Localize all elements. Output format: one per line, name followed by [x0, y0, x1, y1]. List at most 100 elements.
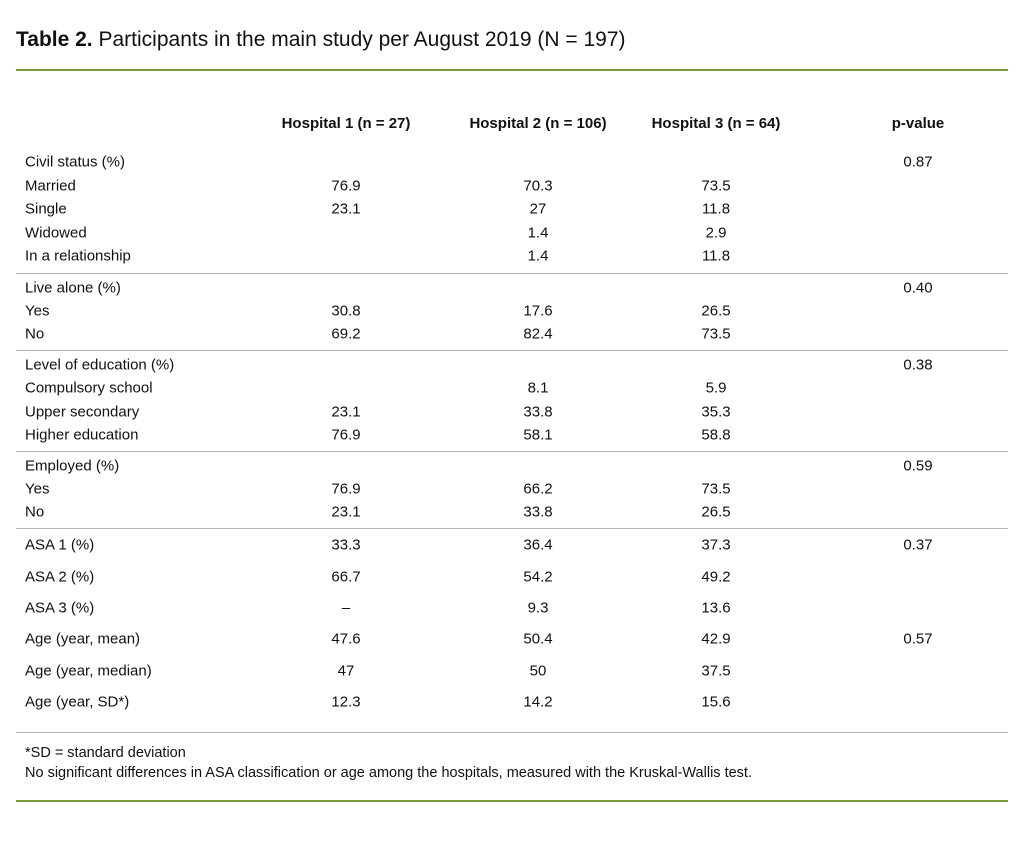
row-label: Yes	[25, 480, 50, 498]
row-group: Employed (%) 0.59 Yes 76.9 66.2 73.5 No 23.1 33.…	[16, 452, 1008, 528]
row-divider	[16, 732, 1008, 734]
table-cell: 73.5	[701, 325, 731, 343]
row-group: Live alone (%) 0.40 Yes 30.8 17.6 26.5 No 69.2 8…	[16, 274, 1008, 350]
row-label: In a relationship	[25, 247, 131, 265]
top-rule	[16, 69, 1008, 71]
table-cell: 0.37	[903, 536, 933, 554]
table-row: Level of education (%) 0.38	[16, 354, 1008, 377]
row-group: ASA 1 (%) 33.3 36.4 37.3 0.37 ASA 2 (%) 66.7 54…	[16, 529, 1008, 732]
table-cell: 12.3	[331, 693, 361, 711]
table-cell: 70.3	[523, 177, 553, 195]
table-row: Age (year, SD*) 12.3 14.2 15.6	[16, 686, 1008, 717]
table-row: Widowed 1.4 2.9	[16, 221, 1008, 245]
table-cell: 0.38	[903, 356, 933, 374]
table-row: Yes 76.9 66.2 73.5	[16, 478, 1008, 501]
row-divider	[16, 273, 1008, 274]
row-label: No	[25, 503, 45, 521]
row-label: ASA 1 (%)	[25, 536, 95, 554]
table-cell: 23.1	[331, 403, 361, 421]
table-cell: –	[341, 599, 351, 617]
row-label: ASA 3 (%)	[25, 599, 95, 617]
table-cell: 50.4	[523, 630, 553, 648]
table-cell: 0.57	[903, 630, 933, 648]
row-label: Upper secondary	[25, 403, 140, 421]
table-row: Compulsory school 8.1 5.9	[16, 377, 1008, 400]
table-cell: 73.5	[701, 480, 731, 498]
table-cell: 36.4	[523, 536, 553, 554]
table-cell: 33.8	[523, 403, 553, 421]
row-label: Married	[25, 177, 76, 195]
col-header-hospital-1: Hospital 1 (n = 27)	[281, 115, 411, 132]
row-label: Age (year, median)	[25, 662, 152, 680]
table-cell: 35.3	[701, 403, 731, 421]
table-cell: 50	[529, 662, 547, 680]
table-cell: 14.2	[523, 693, 553, 711]
row-label: Employed (%)	[25, 457, 120, 475]
table-cell: 33.3	[331, 536, 361, 554]
table-row: ASA 3 (%) – 9.3 13.6	[16, 592, 1008, 623]
table-cell: 73.5	[701, 177, 731, 195]
table-cell: 82.4	[523, 325, 553, 343]
table-title: Table 2. Participants in the main study …	[16, 28, 626, 52]
table-cell: 2.9	[705, 224, 727, 242]
table-row: Upper secondary 23.1 33.8 35.3	[16, 400, 1008, 423]
table-cell: 23.1	[331, 200, 361, 218]
table-cell: 47.6	[331, 630, 361, 648]
table-row: Live alone (%) 0.40	[16, 277, 1008, 300]
bottom-rule	[16, 800, 1008, 802]
table-cell: 9.3	[527, 599, 549, 617]
row-label: Widowed	[25, 224, 87, 242]
table-cell: 27	[529, 200, 547, 218]
table-row: Civil status (%) 0.87	[16, 151, 1008, 175]
row-group: Level of education (%) 0.38 Compulsory sch…	[16, 351, 1008, 451]
table-row: Age (year, mean) 47.6 50.4 42.9 0.57	[16, 624, 1008, 655]
table-row: In a relationship 1.4 11.8	[16, 245, 1008, 269]
footnote-test: No significant differences in ASA classi…	[25, 765, 752, 781]
row-label: No	[25, 325, 45, 343]
table-cell: 66.2	[523, 480, 553, 498]
table-row: Higher education 76.9 58.1 58.8	[16, 423, 1008, 446]
table-cell: 49.2	[701, 568, 731, 586]
row-divider	[16, 528, 1008, 530]
table-cell: 76.9	[331, 480, 361, 498]
row-label: ASA 2 (%)	[25, 568, 95, 586]
row-label: Live alone (%)	[25, 279, 121, 297]
table-cell: 11.8	[701, 200, 731, 218]
table-label: Table 2.	[16, 28, 93, 51]
table-cell: 17.6	[523, 302, 553, 320]
row-label: Level of education (%)	[25, 356, 175, 374]
row-label: Yes	[25, 302, 50, 320]
table-row: Employed (%) 0.59	[16, 455, 1008, 478]
table-cell: 76.9	[331, 177, 361, 195]
row-label: Civil status (%)	[25, 153, 126, 171]
table-cell: 47	[337, 662, 355, 680]
row-label: Age (year, mean)	[25, 630, 141, 648]
table-cell: 37.5	[701, 662, 731, 680]
table-cell: 58.8	[701, 426, 731, 444]
row-group: Civil status (%) 0.87 Married 76.9 70.3 73.5 S…	[16, 148, 1008, 273]
table-cell: 0.87	[903, 153, 933, 171]
table-cell: 0.59	[903, 457, 933, 475]
table-cell: 13.6	[701, 599, 731, 617]
footnote-sd: *SD = standard deviation	[25, 745, 186, 761]
row-divider	[16, 451, 1008, 453]
table-row: Age (year, median) 47 50 37.5	[16, 655, 1008, 686]
table-cell: 37.3	[701, 536, 731, 554]
table-cell: 58.1	[523, 426, 553, 444]
table-cell: 8.1	[527, 379, 549, 397]
header-row: Hospital 1 (n = 27) Hospital 2 (n = 106)…	[16, 72, 1008, 148]
table-row: ASA 1 (%) 33.3 36.4 37.3 0.37	[16, 530, 1008, 561]
table-cell: 1.4	[527, 247, 549, 265]
table-cell: 26.5	[701, 302, 731, 320]
table-caption: Participants in the main study per Augus…	[98, 28, 626, 51]
table-row: Single 23.1 27 11.8	[16, 198, 1008, 222]
table-cell: 26.5	[701, 503, 731, 521]
table-cell: 11.8	[701, 247, 731, 265]
table-row: Yes 30.8 17.6 26.5	[16, 300, 1008, 323]
participants-table: Hospital 1 (n = 27) Hospital 2 (n = 106)…	[16, 72, 1008, 734]
table-cell: 66.7	[331, 568, 361, 586]
table-cell: 42.9	[701, 630, 731, 648]
table-cell: 30.8	[331, 302, 361, 320]
table-cell: 76.9	[331, 426, 361, 444]
row-label: Compulsory school	[25, 379, 153, 397]
